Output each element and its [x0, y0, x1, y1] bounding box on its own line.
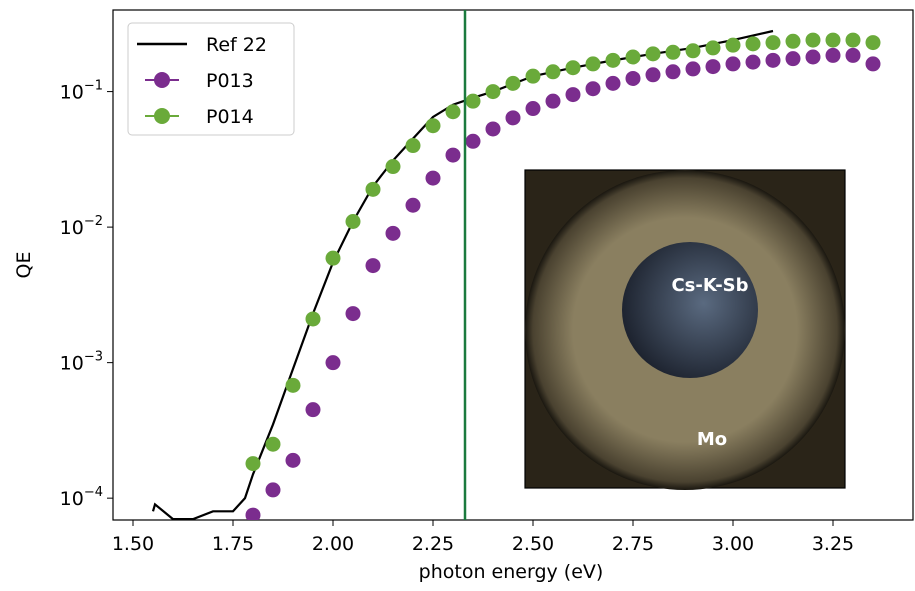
legend: Ref 22 P013 P014 [128, 23, 294, 135]
data-point [686, 43, 701, 58]
data-point [406, 138, 421, 153]
data-point [586, 81, 601, 96]
data-point [486, 121, 501, 136]
y-tick-label: 10−4 [60, 485, 103, 510]
data-point [706, 40, 721, 55]
data-point [806, 33, 821, 48]
x-tick-label: 1.50 [112, 533, 154, 555]
data-point [526, 69, 541, 84]
data-point [686, 61, 701, 76]
y-tick-label: 10−3 [60, 350, 103, 375]
data-point [426, 118, 441, 133]
x-tick-label: 1.75 [212, 533, 254, 555]
x-tick-label: 3.00 [712, 533, 754, 555]
legend-label: P014 [206, 106, 254, 128]
data-point [846, 48, 861, 63]
data-point [606, 53, 621, 68]
data-point [646, 46, 661, 61]
data-point [286, 378, 301, 393]
data-point [426, 171, 441, 186]
data-point [586, 56, 601, 71]
data-point [786, 51, 801, 66]
data-point [706, 59, 721, 74]
data-point [546, 94, 561, 109]
data-point [766, 53, 781, 68]
data-point [566, 87, 581, 102]
legend-label: Ref 22 [206, 34, 267, 56]
chart: Cs-K-Sb Mo photon energy (eV) QE 1.50 1.7… [0, 0, 915, 591]
data-point [726, 38, 741, 53]
x-tick-label: 2.50 [512, 533, 554, 555]
legend-swatch [154, 72, 170, 88]
data-point [406, 198, 421, 213]
data-point [826, 33, 841, 48]
x-axis-label: photon energy (eV) [419, 561, 604, 583]
data-point [746, 36, 761, 51]
data-point [446, 148, 461, 163]
film-spot [622, 242, 758, 378]
data-point [266, 437, 281, 452]
data-point [766, 35, 781, 50]
data-point [826, 48, 841, 63]
x-tick-label: 2.25 [412, 533, 454, 555]
data-point [466, 134, 481, 149]
legend-swatch [154, 108, 170, 124]
y-tick-label: 10−1 [60, 79, 103, 104]
inset-label: Cs-K-Sb [671, 275, 748, 296]
data-point [866, 35, 881, 50]
y-tick-label: 10−2 [60, 214, 103, 239]
data-point [846, 33, 861, 48]
data-point [266, 482, 281, 497]
data-point [786, 34, 801, 49]
data-point [366, 182, 381, 197]
data-point [806, 49, 821, 64]
data-point [326, 251, 341, 266]
data-point [866, 56, 881, 71]
x-tick-label: 2.75 [612, 533, 654, 555]
inset-photo: Cs-K-Sb Mo [525, 170, 845, 490]
data-point [306, 311, 321, 326]
data-point [386, 226, 401, 241]
data-point [366, 258, 381, 273]
legend-label: P013 [206, 70, 254, 92]
data-point [626, 71, 641, 86]
data-point [666, 45, 681, 60]
y-axis-label: QE [13, 252, 35, 279]
data-point [666, 64, 681, 79]
data-point [246, 456, 261, 471]
data-point [606, 76, 621, 91]
data-point [626, 49, 641, 64]
data-point [746, 55, 761, 70]
data-point [646, 67, 661, 82]
data-point [286, 453, 301, 468]
data-point [546, 64, 561, 79]
data-point [506, 110, 521, 125]
data-point [466, 94, 481, 109]
data-point [526, 101, 541, 116]
data-point [486, 84, 501, 99]
data-point [346, 306, 361, 321]
data-point [346, 214, 361, 229]
data-point [566, 60, 581, 75]
data-point [326, 355, 341, 370]
data-point [446, 104, 461, 119]
x-tick-label: 3.25 [812, 533, 854, 555]
data-point [306, 402, 321, 417]
data-point [506, 76, 521, 91]
data-point [726, 56, 741, 71]
x-tick-label: 2.00 [312, 533, 354, 555]
inset-label: Mo [697, 429, 727, 450]
data-point [386, 159, 401, 174]
